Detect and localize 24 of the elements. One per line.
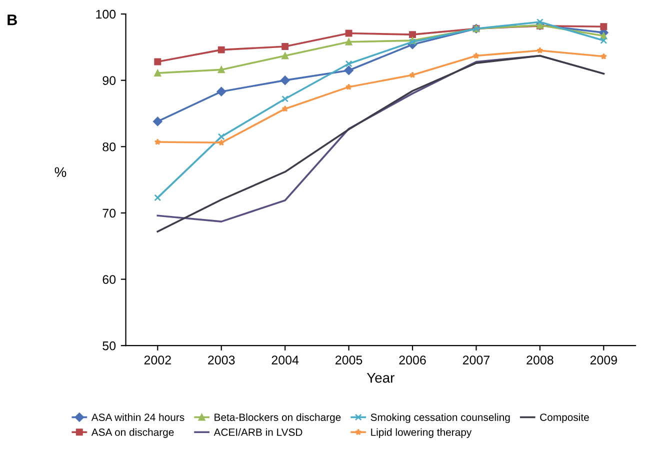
legend-label: ACEI/ARB in LVSD <box>214 428 302 436</box>
y-tick-label: 80 <box>102 142 116 152</box>
legend-label: Smoking cessation counseling <box>370 413 510 424</box>
legend-label: Composite <box>540 413 589 424</box>
x-tick-label: 2002 <box>144 356 171 364</box>
x-tick-label: 2004 <box>272 356 299 364</box>
legend-label: ASA within 24 hours <box>91 413 184 421</box>
x-tick-label: 2006 <box>399 356 426 364</box>
y-axis-title: % <box>54 167 66 177</box>
y-tick-label: 90 <box>102 76 116 85</box>
x-tick-label: 2009 <box>590 356 617 364</box>
y-tick-label: 70 <box>102 208 116 218</box>
x-tick-label: 2003 <box>208 356 235 364</box>
x-tick-label: 2008 <box>526 356 554 364</box>
text: B <box>8 14 17 26</box>
legend-label: Beta-Blockers on discharge <box>214 413 341 424</box>
x-tick-label: 2005 <box>336 356 362 364</box>
y-tick-label: 100 <box>96 10 116 19</box>
y-tick-label: 60 <box>102 275 116 284</box>
y-tick-label: 50 <box>102 341 116 350</box>
legend-label: ASA on discharge <box>91 428 174 438</box>
x-axis-title: Year <box>366 373 394 383</box>
x-tick-label: 2007 <box>462 356 490 364</box>
legend-label: Lipid lowering therapy <box>371 428 472 438</box>
